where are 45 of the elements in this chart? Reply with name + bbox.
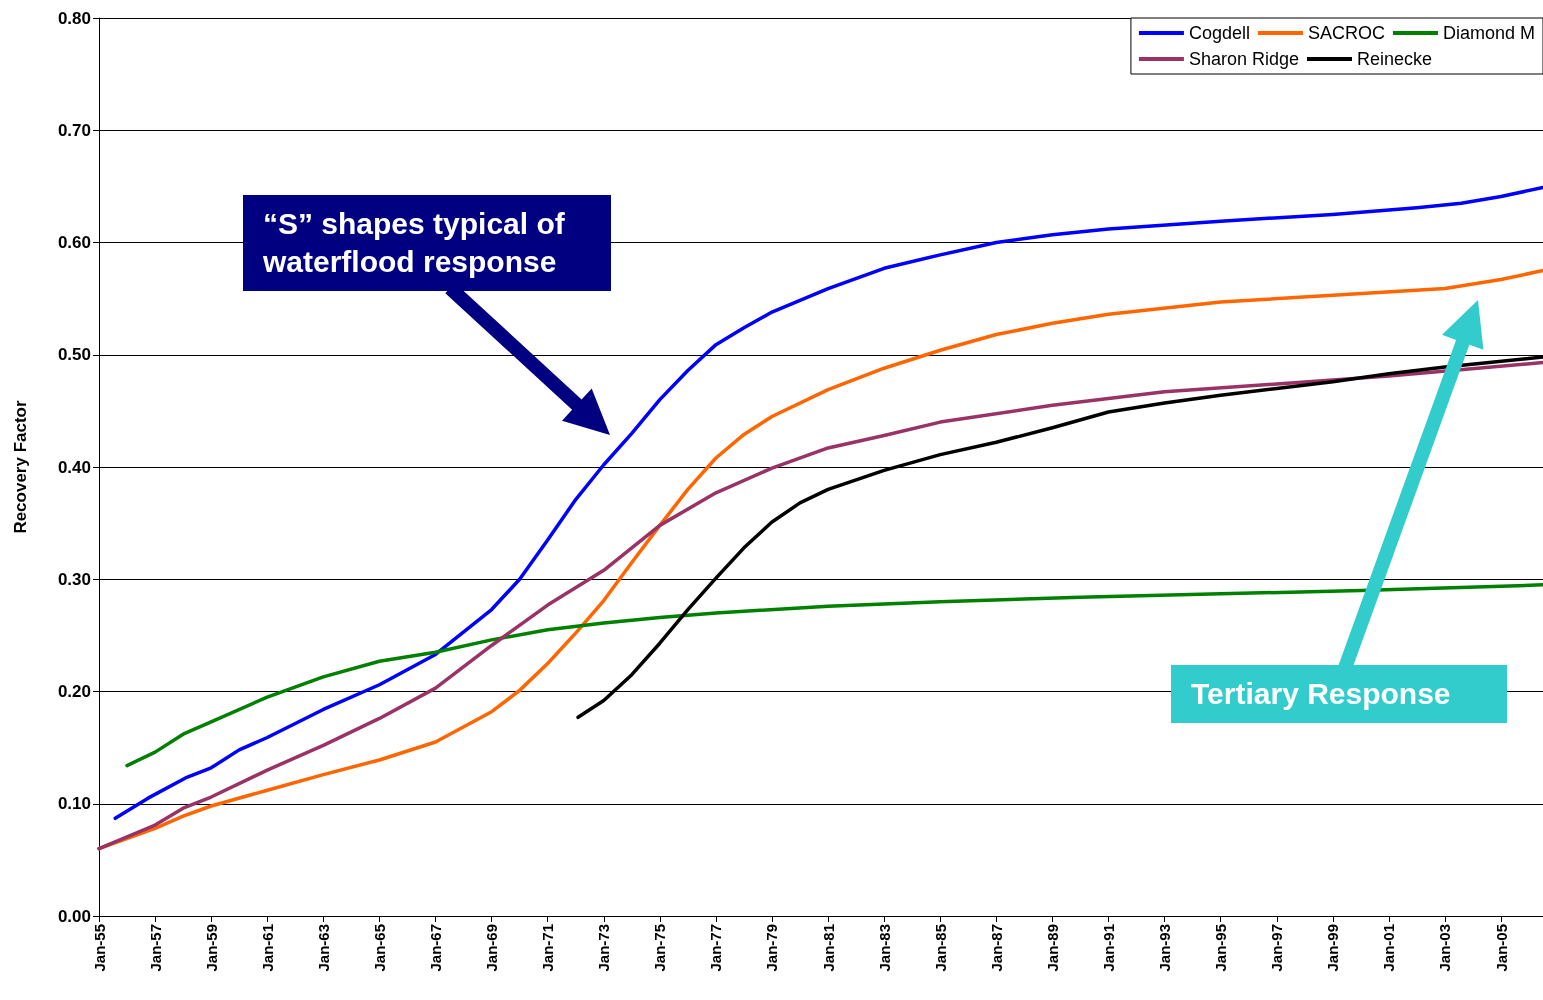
x-tick-label: Jan-77 — [707, 924, 725, 972]
legend-label: Diamond M — [1442, 23, 1535, 43]
legend-label: SACROC — [1307, 23, 1385, 43]
x-tick-label: Jan-99 — [1324, 924, 1342, 972]
x-tick-label: Jan-97 — [1268, 924, 1286, 972]
y-tick-label: 0.80 — [57, 8, 91, 28]
y-tick-label: 0.50 — [57, 345, 91, 365]
y-tick-label: 0.10 — [57, 794, 91, 814]
x-tick-label: Jan-63 — [314, 924, 332, 972]
x-tick-label: Jan-59 — [202, 924, 220, 972]
y-tick-label: 0.20 — [57, 682, 91, 701]
x-tick-label: Jan-75 — [651, 924, 669, 972]
x-tick-label: Jan-87 — [987, 924, 1005, 972]
x-tick-label: Jan-01 — [1380, 924, 1398, 972]
x-tick-label: Jan-71 — [539, 924, 557, 972]
x-tick-label: Jan-91 — [1099, 924, 1117, 972]
x-tick-label: Jan-81 — [819, 924, 837, 972]
y-tick-label: 0.00 — [57, 906, 91, 926]
legend-label: Sharon Ridge — [1188, 49, 1299, 69]
x-tick-label: Jan-89 — [1043, 924, 1061, 972]
x-tick-label: Jan-95 — [1212, 924, 1230, 972]
x-tick-label: Jan-93 — [1156, 924, 1174, 972]
line-series — [125, 583, 1543, 768]
x-tick-label: Jan-79 — [763, 924, 781, 972]
y-axis-title: Recovery Factor — [11, 400, 30, 534]
annotation: Tertiary Response — [1171, 665, 1507, 723]
y-tick-label: 0.70 — [57, 120, 91, 140]
y-tick-label: 0.30 — [57, 569, 91, 589]
x-tick-label: Jan-65 — [370, 924, 388, 972]
x-tick-label: Jan-69 — [483, 924, 501, 972]
y-tick-label: 0.60 — [57, 233, 91, 252]
x-tick-label: Jan-73 — [595, 924, 613, 972]
x-tick-label: Jan-05 — [1492, 924, 1510, 972]
x-tick-label: Jan-55 — [90, 924, 108, 972]
legend-label: Cogdell — [1188, 23, 1250, 43]
line-series — [113, 185, 1543, 821]
x-tick-label: Jan-03 — [1436, 924, 1454, 972]
x-tick-label: Jan-83 — [875, 924, 893, 972]
y-tick-label: 0.40 — [57, 457, 91, 477]
annotation: “S” shapes typical of waterflood response — [243, 195, 611, 291]
legend-label: Reinecke — [1356, 49, 1433, 69]
x-tick-label: Jan-61 — [258, 924, 276, 972]
x-tick-label: Jan-85 — [931, 924, 949, 972]
x-tick-label: Jan-67 — [426, 924, 444, 972]
x-tick-label: Jan-57 — [146, 924, 164, 972]
